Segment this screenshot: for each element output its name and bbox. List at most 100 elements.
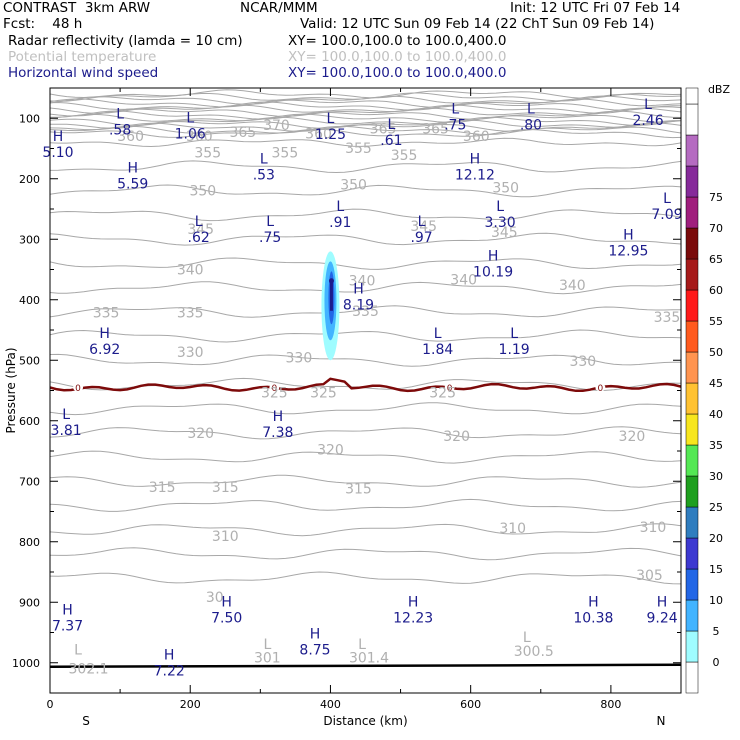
organization-label: NCAR/MMM: [240, 0, 318, 16]
theta-contour-line: [50, 402, 681, 416]
x-axis-label: Distance (km): [323, 714, 407, 728]
theta-label: 350: [492, 180, 519, 196]
wind-extremum-type: L: [510, 326, 518, 342]
theta-label: 345: [410, 219, 437, 235]
theta-label: 325: [310, 386, 337, 402]
wind-extremum-value: .75: [259, 230, 281, 246]
x-end-label-north: N: [657, 714, 666, 728]
theta-contour-line: [50, 116, 681, 126]
theta-contour-line: [50, 426, 681, 440]
y-tick-label: 500: [19, 354, 40, 367]
theta-label: 365: [370, 122, 397, 138]
theta-contour-line: [50, 329, 681, 343]
colorbar-tick-label: 55: [709, 315, 723, 328]
colorbar-segment: [685, 289, 699, 322]
wind-extrema: L.58L1.06L1.25L.61L.75L.80L2.46H5.10H5.5…: [42, 97, 682, 680]
theta-label: 335: [93, 306, 120, 322]
surface-theta-label: 301: [254, 651, 281, 667]
theta-label: 330: [286, 350, 313, 366]
theta-label: 335: [654, 310, 681, 326]
theta-contour-line: [50, 498, 681, 512]
theta-contours: [50, 89, 681, 585]
theta-label: 315: [345, 482, 372, 498]
colorbar-tick-label: 75: [709, 191, 723, 204]
theta-label: 345: [491, 225, 518, 241]
theta-label: 310: [499, 521, 526, 537]
theta-contour-line: [50, 547, 681, 561]
wind-extremum-value: 12.12: [455, 168, 495, 184]
colorbar-tick-label: 40: [709, 408, 723, 421]
theta-label: 350: [189, 183, 216, 199]
theta-contour-line: [50, 281, 681, 295]
colorbar-unit: dBZ: [708, 83, 731, 96]
field-reflectivity-xy: XY= 100.0,100.0 to 100.0,400.0: [288, 33, 507, 49]
colorbar-segment: [685, 103, 699, 136]
wind-extremum-type: L: [260, 152, 268, 168]
y-tick-label: 600: [19, 415, 40, 428]
wind-extremum-value: 2.46: [632, 113, 663, 129]
y-axis-label: Pressure (hPa): [4, 347, 18, 433]
y-tick-label: 100: [19, 112, 40, 125]
colorbar-tick-label: 5: [713, 625, 720, 638]
theta-contour-line: [50, 104, 681, 114]
theta-label: 355: [345, 141, 372, 157]
y-tick-label: 400: [19, 294, 40, 307]
colorbar-segment: [685, 630, 699, 663]
colorbar-segment: [685, 351, 699, 384]
x-tick-label: 400: [320, 698, 341, 711]
wind-extremum-value: 10.19: [473, 264, 513, 280]
field-wind-xy: XY= 100.0,100.0 to 100.0,400.0: [288, 65, 507, 81]
wind-extremum-type: L: [496, 199, 504, 215]
wind-extremum-type: L: [388, 117, 396, 133]
wind-extremum-value: 10.38: [573, 610, 613, 626]
theta-label: 340: [349, 274, 376, 290]
surface-theta-label: L: [358, 637, 366, 653]
wind-extremum-type: L: [62, 407, 70, 423]
theta-label: 310: [212, 529, 239, 545]
wind-extremum-value: 1.06: [175, 126, 206, 142]
wind-extremum-type: H: [273, 409, 284, 425]
zero-marker-bg: [269, 383, 280, 392]
colorbar-segment: [685, 258, 699, 291]
zero-marker-bg: [73, 383, 84, 392]
reflectivity-echo: [321, 251, 340, 361]
wind-extremum-type: L: [663, 191, 671, 207]
surface-line: [49, 663, 682, 669]
theta-label: 30: [206, 590, 224, 606]
wind-extremum-type: H: [588, 594, 599, 610]
theta-contour-line: [50, 122, 681, 132]
valid-time: Valid: 12 UTC Sun 09 Feb 14 (22 ChT Sun …: [300, 16, 655, 32]
wind-extremum-value: .91: [329, 215, 351, 231]
theta-label: 315: [149, 480, 176, 496]
zero-marker-label: 0: [75, 384, 81, 394]
theta-label: 355: [194, 145, 221, 161]
echo-core-top: [328, 278, 334, 284]
theta-label: 325: [429, 386, 456, 402]
wind-extremum-type: L: [644, 97, 652, 113]
wind-extremum-value: 9.24: [646, 610, 677, 626]
colorbar-top-cap: [685, 87, 699, 105]
colorbar-tick-label: 30: [709, 470, 723, 483]
wind-extremum-value: 7.37: [52, 618, 83, 634]
x-tick-label: 0: [47, 698, 54, 711]
wind-extremum-value: 7.09: [651, 207, 682, 223]
init-time: Init: 12 UTC Fri 07 Feb 14: [510, 0, 681, 16]
theta-label: 365: [229, 125, 256, 141]
theta-contour-line: [50, 523, 681, 537]
surface-theta-label: L: [74, 643, 82, 659]
colorbar-tick-label: 35: [709, 439, 723, 452]
colorbar-segment: [685, 661, 699, 694]
surface-theta-label: 301.4: [349, 651, 389, 667]
zero-marker-label: 0: [598, 384, 604, 394]
theta-label: 360: [305, 127, 332, 143]
colorbar-tick-label: 15: [709, 563, 723, 576]
wind-extremum-type: L: [451, 101, 459, 117]
theta-label: 360: [186, 129, 213, 145]
surface-theta-label: 302.1: [69, 661, 109, 677]
colorbar-tick-label: 45: [709, 377, 723, 390]
freezing-level-path: [49, 377, 682, 393]
theta-contour-line: [50, 232, 681, 246]
colorbar-segment: [685, 165, 699, 198]
wind-extremum-type: H: [353, 282, 364, 298]
